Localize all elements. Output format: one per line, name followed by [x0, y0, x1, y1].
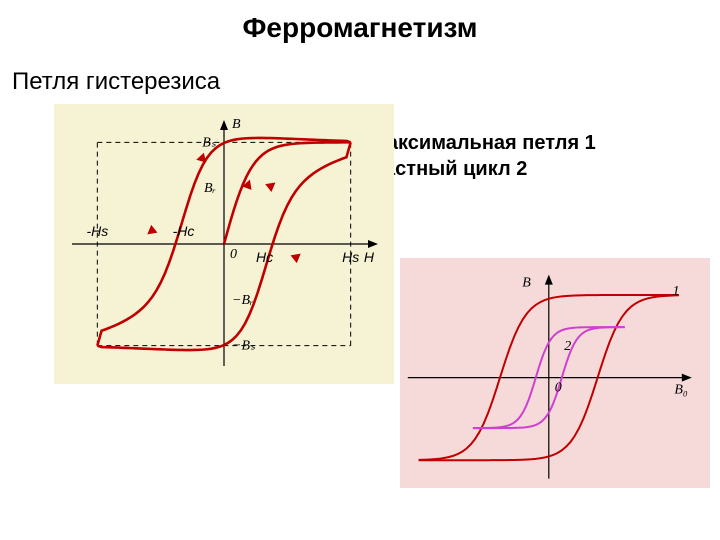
- svg-text:-Hc: -Hc: [173, 223, 195, 239]
- legend-block: Максимальная петля 1 Частный цикл 2: [370, 130, 596, 182]
- chart-hysteresis-main: B H 0 Bₛ Bᵣ −Bᵣ −Bₛ Hc -Hc Hs -Hs: [54, 104, 394, 384]
- page-subtitle: Петля гистерезиса: [12, 68, 220, 96]
- svg-text:0: 0: [555, 381, 562, 396]
- svg-text:−Bₛ: −Bₛ: [232, 339, 256, 354]
- svg-text:Bᵣ: Bᵣ: [204, 181, 216, 196]
- slide-root: Ферромагнетизм Петля гистерезиса Максима…: [0, 0, 720, 540]
- svg-text:B: B: [522, 276, 531, 291]
- chart-hysteresis-nested: B B₀ 0 1 2: [400, 258, 710, 488]
- legend-line1: Максимальная петля 1: [370, 130, 596, 156]
- svg-text:-Hs: -Hs: [86, 223, 108, 239]
- svg-text:B: B: [232, 117, 241, 132]
- legend-line2: Частный цикл 2: [370, 156, 596, 182]
- svg-text:−Bᵣ: −Bᵣ: [232, 293, 253, 308]
- svg-text:1: 1: [672, 284, 679, 299]
- svg-text:Hc: Hc: [256, 249, 273, 265]
- svg-text:Hs: Hs: [342, 249, 359, 265]
- svg-text:Bₛ: Bₛ: [202, 135, 217, 150]
- svg-text:0: 0: [230, 247, 237, 262]
- svg-text:B₀: B₀: [674, 383, 688, 398]
- page-title: Ферромагнетизм: [0, 12, 720, 44]
- svg-text:H: H: [364, 249, 375, 265]
- svg-text:2: 2: [564, 339, 571, 354]
